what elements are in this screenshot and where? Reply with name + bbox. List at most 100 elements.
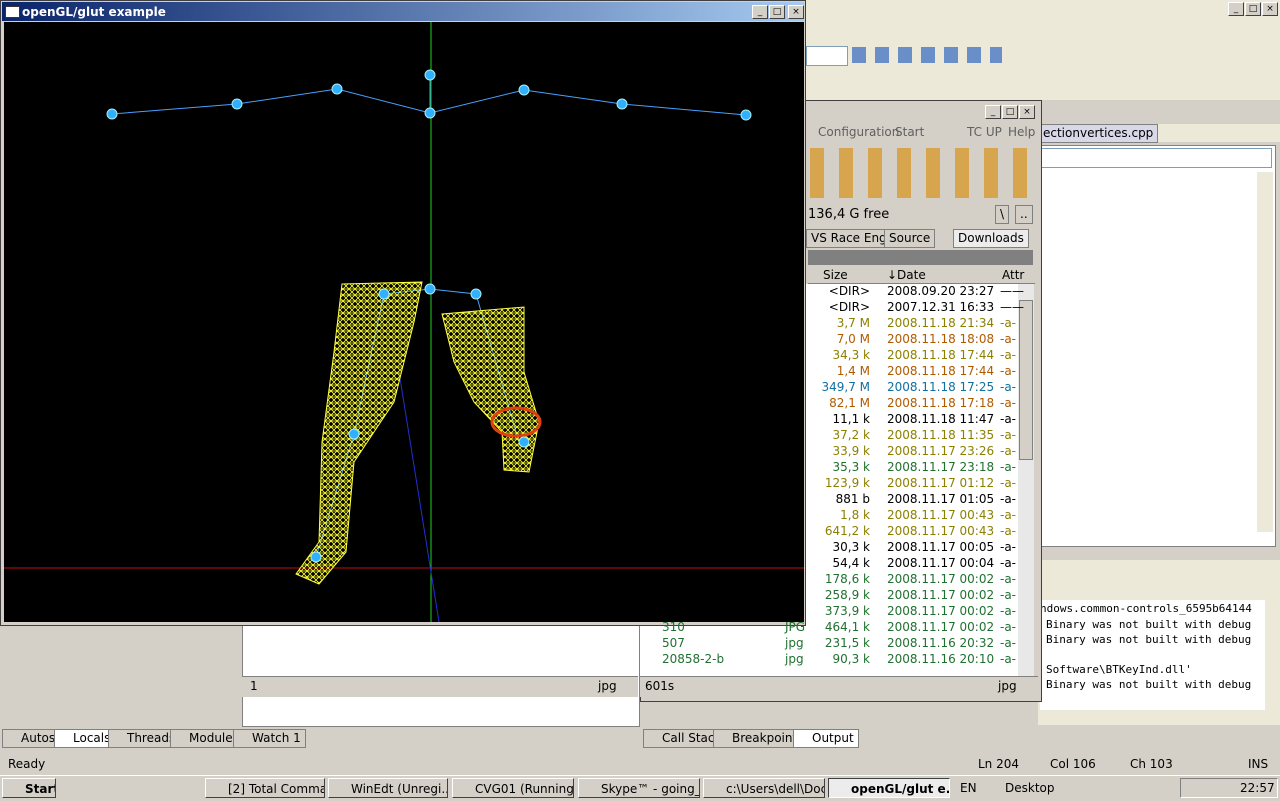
tc-menu-item[interactable]: TC UP <box>967 125 1002 139</box>
file-attr[interactable]: -a- <box>1000 524 1017 538</box>
file-attr[interactable]: -a- <box>1000 508 1017 522</box>
file-attr[interactable]: -a- <box>1000 636 1017 650</box>
tc-max[interactable]: □ <box>1002 105 1018 119</box>
file-size[interactable]: 123,9 k <box>824 476 870 490</box>
tc-tab[interactable]: Source <box>884 229 936 248</box>
file-date[interactable]: 2008.11.17 23:18 <box>887 460 995 474</box>
tc-scroll-thumb[interactable] <box>1019 300 1033 460</box>
file-date[interactable]: 2008.09.20 23:27 <box>887 284 995 298</box>
file-size[interactable]: 1,8 k <box>840 508 870 522</box>
file-date[interactable]: 2008.11.17 00:04 <box>887 556 995 570</box>
file-size[interactable]: 464,1 k <box>824 620 870 634</box>
file-name[interactable]: 20858-2-b <box>662 652 725 666</box>
file-name[interactable]: 310 <box>662 620 685 634</box>
file-date[interactable]: 2008.11.17 00:02 <box>887 588 995 602</box>
file-date[interactable]: 2008.11.17 00:02 <box>887 620 995 634</box>
file-attr[interactable]: -a- <box>1000 428 1017 442</box>
file-attr[interactable]: -a- <box>1000 444 1017 458</box>
file-size[interactable]: 373,9 k <box>824 604 870 618</box>
start-button[interactable]: Start <box>2 778 56 798</box>
opengl-min[interactable]: _ <box>752 5 768 19</box>
file-attr[interactable]: -a- <box>1000 396 1017 410</box>
tc-close[interactable]: × <box>1019 105 1035 119</box>
file-size[interactable]: 82,1 M <box>829 396 870 410</box>
tc-min[interactable]: _ <box>985 105 1001 119</box>
debug-tab[interactable]: Locals <box>54 729 116 748</box>
file-attr[interactable]: -a- <box>1000 316 1017 330</box>
task-button[interactable]: [2] Total Comma... <box>205 778 325 798</box>
tc-tab[interactable]: Downloads <box>953 229 1029 248</box>
col-attr[interactable]: Attr <box>1002 268 1025 282</box>
file-date[interactable]: 2008.11.17 00:43 <box>887 524 995 538</box>
task-button[interactable]: WinEdt (Unregi... <box>328 778 448 798</box>
opengl-max[interactable]: □ <box>769 5 785 19</box>
tc-menu-item[interactable]: Configuration <box>818 125 900 139</box>
col-date[interactable]: ↓Date <box>887 268 926 282</box>
file-attr[interactable]: -a- <box>1000 588 1017 602</box>
file-attr[interactable]: -a- <box>1000 380 1017 394</box>
file-date[interactable]: 2008.11.18 11:35 <box>887 428 995 442</box>
tc-menu-item[interactable]: Start <box>895 125 925 139</box>
file-date[interactable]: 2007.12.31 16:33 <box>887 300 995 314</box>
file-size[interactable]: 258,9 k <box>824 588 870 602</box>
file-attr[interactable]: -a- <box>1000 540 1017 554</box>
file-size[interactable]: 30,3 k <box>832 540 870 554</box>
file-ext[interactable]: jpg <box>785 636 804 650</box>
file-date[interactable]: 2008.11.18 17:44 <box>887 364 995 378</box>
file-size[interactable]: 3,7 M <box>836 316 870 330</box>
file-attr[interactable]: —— <box>1000 300 1024 314</box>
vs-editor-nav[interactable] <box>1040 148 1272 168</box>
opengl-close[interactable]: × <box>788 5 804 19</box>
file-date[interactable]: 2008.11.17 00:02 <box>887 604 995 618</box>
file-attr[interactable]: -a- <box>1000 572 1017 586</box>
debug-tab[interactable]: Breakpoints <box>713 729 809 748</box>
file-attr[interactable]: -a- <box>1000 556 1017 570</box>
file-size[interactable]: <DIR> <box>828 300 870 314</box>
file-date[interactable]: 2008.11.18 11:47 <box>887 412 995 426</box>
tc-root-btn[interactable]: \ <box>995 205 1010 224</box>
file-attr[interactable]: -a- <box>1000 620 1017 634</box>
file-size[interactable]: 54,4 k <box>832 556 870 570</box>
file-attr[interactable]: -a- <box>1000 652 1017 666</box>
file-date[interactable]: 2008.11.18 17:44 <box>887 348 995 362</box>
vs-max[interactable]: □ <box>1245 2 1261 16</box>
lang[interactable]: EN <box>960 781 977 795</box>
file-date[interactable]: 2008.11.18 17:18 <box>887 396 995 410</box>
file-size[interactable]: 178,6 k <box>824 572 870 586</box>
task-button[interactable]: CVG01 (Running)... <box>452 778 574 798</box>
tc-tab[interactable]: VS Race Eng <box>806 229 892 248</box>
file-size[interactable]: 35,3 k <box>832 460 870 474</box>
file-attr[interactable]: -a- <box>1000 348 1017 362</box>
file-date[interactable]: 2008.11.17 01:05 <box>887 492 995 506</box>
debug-tab[interactable]: Autos <box>2 729 61 748</box>
debug-tab[interactable]: Output <box>793 729 859 748</box>
file-date[interactable]: 2008.11.17 01:12 <box>887 476 995 490</box>
desktop-toolbar[interactable]: Desktop <box>1005 781 1055 795</box>
file-size[interactable]: 231,5 k <box>824 636 870 650</box>
file-size[interactable]: 641,2 k <box>824 524 870 538</box>
file-size[interactable]: 881 b <box>835 492 870 506</box>
file-size[interactable]: 37,2 k <box>832 428 870 442</box>
debug-tab[interactable]: Modules <box>170 729 244 748</box>
task-button[interactable]: openGL/glut e... <box>828 778 950 798</box>
file-date[interactable]: 2008.11.18 21:34 <box>887 316 995 330</box>
file-size[interactable]: <DIR> <box>828 284 870 298</box>
file-date[interactable]: 2008.11.17 00:05 <box>887 540 995 554</box>
file-size[interactable]: 33,9 k <box>832 444 870 458</box>
file-date[interactable]: 2008.11.18 18:08 <box>887 332 995 346</box>
file-size[interactable]: 7,0 M <box>836 332 870 346</box>
file-ext[interactable]: JPG <box>785 620 806 634</box>
file-ext[interactable]: jpg <box>785 652 804 666</box>
vs-scrollbar[interactable] <box>1257 172 1273 532</box>
vs-close[interactable]: × <box>1262 2 1278 16</box>
file-attr[interactable]: -a- <box>1000 476 1017 490</box>
file-attr[interactable]: -a- <box>1000 412 1017 426</box>
file-date[interactable]: 2008.11.16 20:10 <box>887 652 995 666</box>
task-button[interactable]: c:\Users\dell\Doc... <box>703 778 825 798</box>
file-size[interactable]: 90,3 k <box>832 652 870 666</box>
vs-combo[interactable] <box>806 46 848 66</box>
tc-up-btn[interactable]: .. <box>1015 205 1033 224</box>
debug-tab[interactable]: Watch 1 <box>233 729 306 748</box>
file-date[interactable]: 2008.11.17 00:02 <box>887 572 995 586</box>
file-attr[interactable]: -a- <box>1000 492 1017 506</box>
